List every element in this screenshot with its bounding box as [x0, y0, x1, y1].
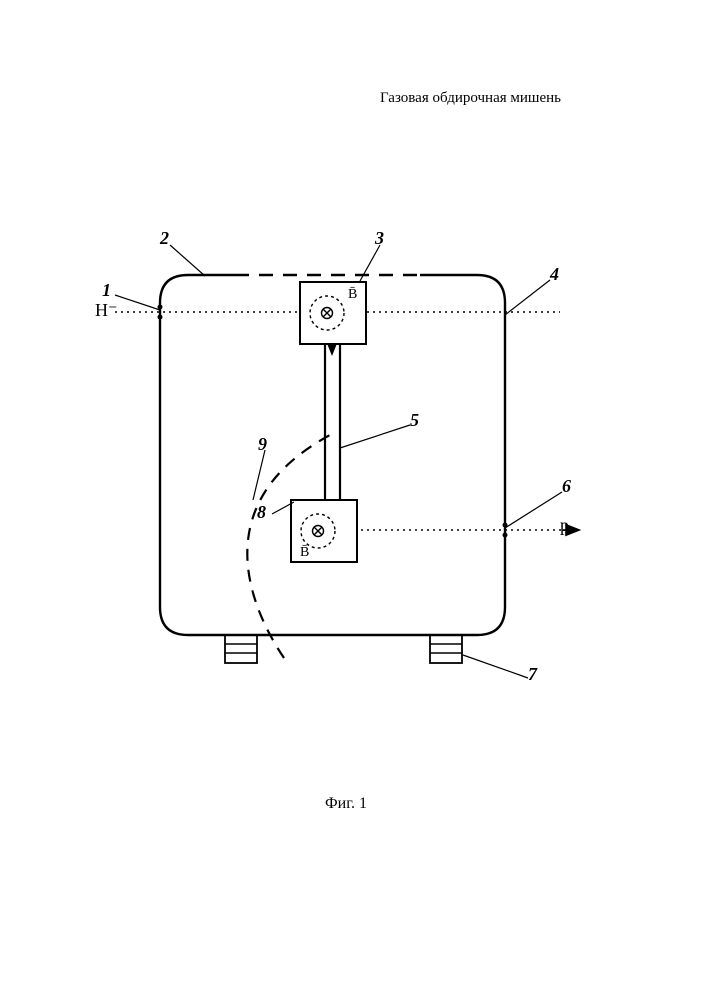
- leader-5: [340, 425, 410, 448]
- ref-2: 2: [160, 228, 169, 249]
- ref-6: 6: [562, 476, 571, 497]
- exit-port-dot-bot: [503, 533, 508, 538]
- ref-4: 4: [550, 264, 559, 285]
- leader-7: [463, 655, 528, 678]
- leader-2: [170, 245, 205, 276]
- leg-right: [430, 635, 462, 663]
- ref-9: 9: [258, 434, 267, 455]
- page: Газовая обдирочная мишень Фиг. 1: [0, 0, 707, 1000]
- ref-7: 7: [528, 664, 537, 685]
- entry-port-dot-top: [158, 305, 163, 310]
- diagram-svg: B̄ B̄: [0, 0, 707, 1000]
- ref-3: 3: [375, 228, 384, 249]
- magnet-top-b-label: B̄: [348, 286, 357, 302]
- magnet-bot-b-label: B̄: [300, 544, 309, 560]
- leader-4: [505, 280, 550, 315]
- ref-8: 8: [257, 502, 266, 523]
- leader-6: [505, 492, 562, 528]
- leg-left: [225, 635, 257, 663]
- leader-1: [115, 295, 160, 310]
- entry-port-dot-bot: [158, 315, 163, 320]
- ref-5: 5: [410, 410, 419, 431]
- label-p: p: [560, 515, 569, 536]
- ref-1: 1: [102, 280, 111, 301]
- leader-3: [360, 245, 380, 281]
- leader-9: [253, 450, 265, 500]
- label-h-minus: H⁻: [95, 300, 118, 321]
